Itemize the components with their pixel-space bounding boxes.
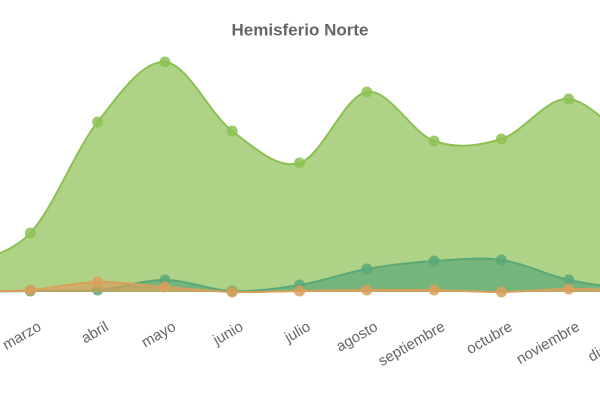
area	[0, 281, 600, 293]
x-tick-label: diciembre	[585, 318, 600, 365]
point	[428, 255, 440, 267]
x-tick-label: noviembre	[514, 318, 583, 368]
point	[226, 125, 238, 137]
point	[24, 284, 36, 296]
chart-title: Hemisferio Norte	[232, 20, 369, 39]
point	[563, 274, 575, 286]
point	[428, 135, 440, 147]
point	[428, 284, 440, 296]
point	[495, 254, 507, 266]
x-tick-label: mayo	[139, 318, 179, 351]
point	[563, 283, 575, 295]
point	[226, 286, 238, 298]
point	[294, 285, 305, 297]
x-tick-label: abril	[79, 318, 112, 347]
point	[159, 56, 171, 68]
point	[361, 263, 373, 275]
point	[495, 286, 507, 298]
x-tick-label: julio	[281, 318, 313, 347]
x-tick-label: marzo	[0, 318, 44, 354]
point	[294, 157, 305, 169]
point	[361, 86, 373, 98]
point	[92, 116, 104, 128]
x-tick-label: junio	[209, 318, 246, 349]
area	[0, 61, 600, 292]
point	[24, 227, 36, 239]
area	[0, 258, 600, 292]
x-tick-label: agosto	[333, 318, 381, 355]
point	[361, 284, 373, 296]
x-tick-label: octubre	[464, 318, 516, 358]
point	[92, 276, 104, 288]
point	[495, 133, 507, 145]
point	[563, 93, 575, 105]
point	[159, 281, 171, 293]
x-tick-label: septiembre	[375, 318, 448, 370]
